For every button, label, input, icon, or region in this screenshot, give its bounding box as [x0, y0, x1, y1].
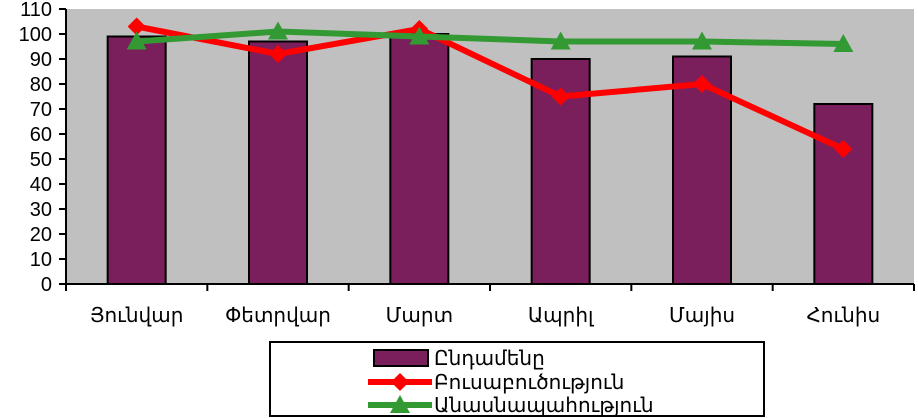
plot-area: [66, 9, 914, 284]
y-tick-label: 80: [30, 74, 52, 96]
y-tick-label: 30: [30, 199, 52, 221]
x-category-label: Փետրվար: [225, 305, 331, 327]
data-point-Բուսաբուծություն: [834, 140, 853, 158]
x-category-label: Ապրիլ: [528, 305, 595, 327]
y-tick-label: 40: [30, 174, 52, 196]
bar-Ընդամենը: [813, 103, 874, 285]
legend-box: [269, 341, 765, 417]
data-point-Անասնապահություն: [550, 31, 571, 50]
y-tick-label: 110: [20, 0, 52, 21]
x-ticks: Յունվար Փետրվար Մարտ Ապրիլ Մայիս Հունիս: [65, 284, 915, 327]
lines-layer: [126, 17, 854, 158]
legend-swatch: [373, 349, 429, 367]
y-tick-label: 0: [41, 274, 52, 296]
data-point-Անասնապահություն: [409, 26, 430, 45]
y-tick-label: 100: [19, 24, 52, 46]
legend-marker: [390, 395, 410, 413]
series-line-Անասնապահություն: [136, 28, 844, 47]
y-tick-label: 60: [30, 124, 52, 146]
x-category-label: Մայիս: [669, 305, 735, 327]
data-point-Բուսաբուծություն: [127, 17, 146, 36]
x-category-label: Հունիս: [806, 305, 880, 327]
y-ticks: 0 10 20 30 40 50 60 70 80 90 100 110: [19, 0, 66, 296]
data-point-Բուսաբուծություն: [551, 87, 570, 106]
legend-label: Ընդամենը: [434, 348, 545, 370]
y-tick-label: 10: [30, 249, 52, 271]
data-point-Բուսաբուծություն: [693, 75, 711, 93]
y-tick-label: 50: [30, 149, 52, 171]
data-point-Անասնապահություն: [268, 21, 288, 40]
legend-label: Բուսաբուծություն: [434, 372, 624, 394]
data-point-Բուսաբուծություն: [269, 45, 287, 63]
bar-Ընդամենը: [248, 40, 308, 285]
x-category-label: Մարտ: [386, 305, 453, 327]
series-line-Բուսաբուծություն: [136, 23, 845, 152]
legend-label: Անասնապահություն: [434, 395, 654, 417]
data-point-Անասնապահություն: [833, 34, 854, 52]
x-category-label: Յունվար: [90, 305, 183, 327]
bar-Ընդամենը: [106, 35, 167, 285]
y-tick-label: 70: [30, 99, 52, 121]
legend-marker: [391, 373, 409, 391]
data-point-Անասնապահություն: [126, 31, 147, 50]
y-tick-label: 90: [30, 49, 52, 71]
bar-Ընդամենը: [389, 33, 450, 285]
y-tick-label: 20: [30, 224, 52, 246]
data-point-Անասնապահություն: [692, 31, 712, 50]
